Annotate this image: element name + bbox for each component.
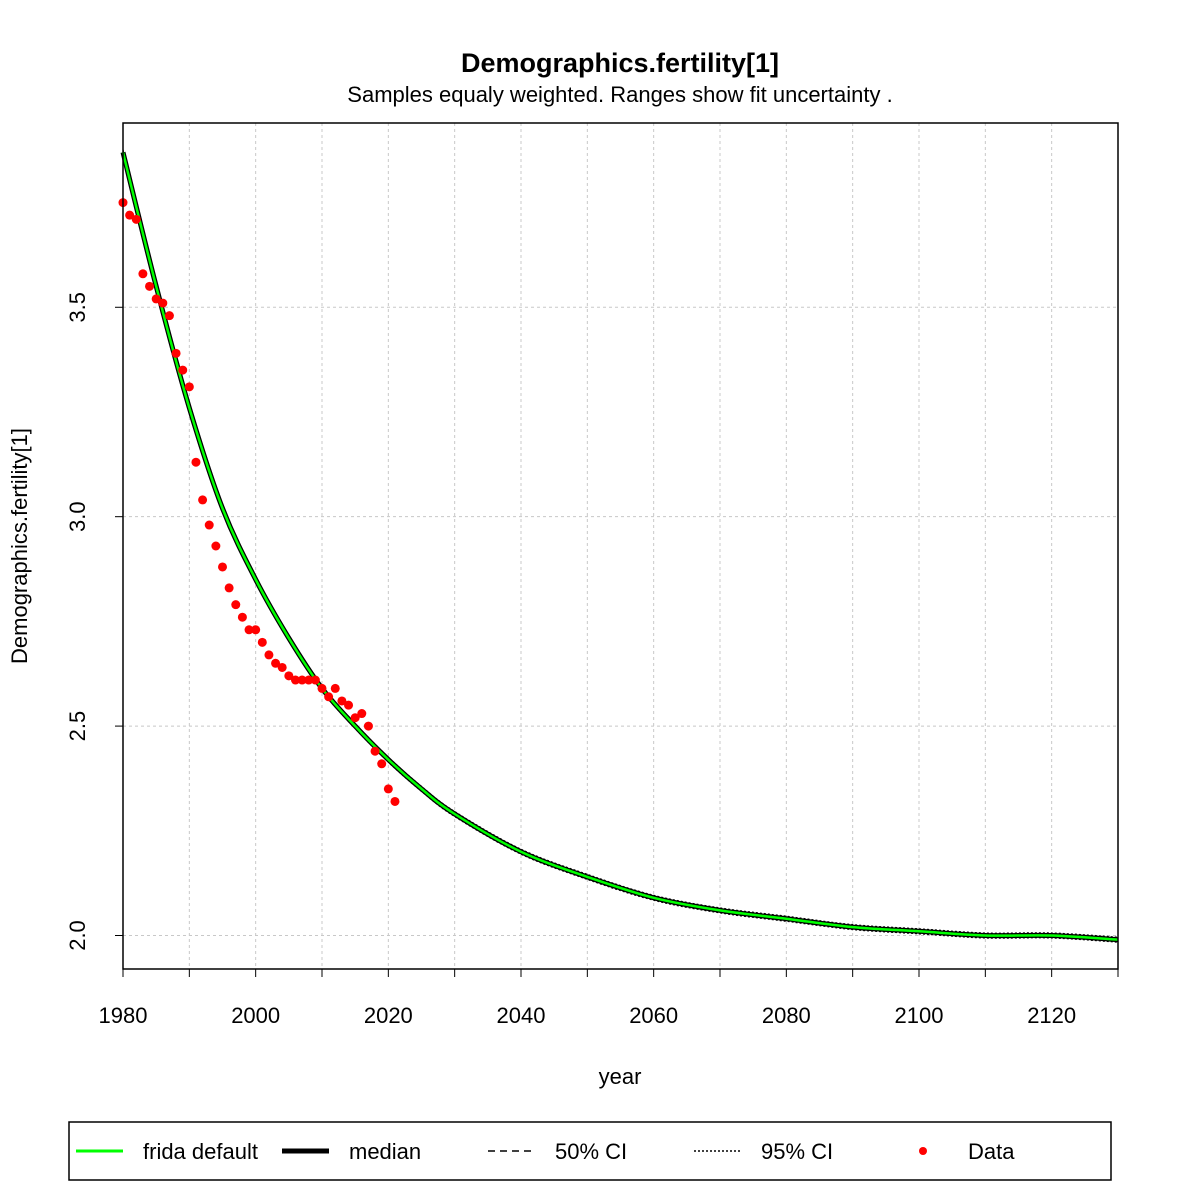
x-tick-label: 1980 xyxy=(99,1003,148,1028)
x-tick-label: 2120 xyxy=(1027,1003,1076,1028)
data-point xyxy=(271,658,281,668)
data-point xyxy=(290,675,300,685)
data-point xyxy=(284,671,294,681)
y-tick-label: 3.0 xyxy=(65,501,90,532)
data-point xyxy=(244,625,254,635)
data-point xyxy=(125,210,135,220)
legend-box xyxy=(68,1121,1112,1181)
y-tick-label: 2.0 xyxy=(65,920,90,951)
data-point xyxy=(151,294,161,304)
chart-subtitle: Samples equaly weighted. Ranges show fit… xyxy=(347,82,892,107)
legend-label-95ci: 95% CI xyxy=(761,1139,833,1164)
y-axis: 2.0 2.5 3.0 3.5 xyxy=(65,292,123,951)
grid xyxy=(123,123,1118,969)
x-axis: 1980 2000 2020 2040 2060 2080 2100 2120 xyxy=(99,969,1119,1028)
data-point xyxy=(324,692,334,702)
legend-swatch-data xyxy=(919,1147,927,1155)
data-point xyxy=(224,583,234,593)
chart-title: Demographics.fertility[1] xyxy=(461,48,779,78)
legend-label-median: median xyxy=(349,1139,421,1164)
data-point xyxy=(251,625,261,635)
series-layer xyxy=(120,149,1119,943)
data-point xyxy=(184,382,194,392)
data-point xyxy=(158,298,168,308)
data-point xyxy=(145,281,155,291)
data-point xyxy=(383,784,393,794)
data-point xyxy=(231,600,241,610)
x-tick-label: 2060 xyxy=(629,1003,678,1028)
legend-label-data: Data xyxy=(968,1139,1015,1164)
data-point xyxy=(337,696,347,706)
x-tick-label: 2020 xyxy=(364,1003,413,1028)
legend: frida default median 50% CI 95% CI Data xyxy=(68,1121,1112,1181)
data-point xyxy=(310,675,320,685)
data-point xyxy=(237,612,247,622)
x-tick-label: 2100 xyxy=(895,1003,944,1028)
data-point xyxy=(204,520,214,530)
plot-frame xyxy=(122,122,1119,970)
data-point xyxy=(317,683,327,693)
legend-label-frida-default: frida default xyxy=(143,1139,258,1164)
y-tick-label: 3.5 xyxy=(65,292,90,323)
data-point xyxy=(198,495,208,505)
data-point xyxy=(330,683,340,693)
data-point xyxy=(164,311,174,321)
data-point xyxy=(264,650,274,660)
data-point xyxy=(370,746,380,756)
data-point xyxy=(390,796,400,806)
data-point xyxy=(178,365,188,375)
data-point xyxy=(138,269,148,279)
data-point xyxy=(277,662,287,672)
x-axis-label: year xyxy=(599,1064,642,1089)
data-point xyxy=(363,721,373,731)
y-tick-label: 2.5 xyxy=(65,711,90,742)
data-point xyxy=(257,637,267,647)
data-point xyxy=(304,675,314,685)
data-point xyxy=(357,709,367,719)
data-point xyxy=(191,457,201,467)
x-tick-label: 2040 xyxy=(497,1003,546,1028)
y-axis-label: Demographics.fertility[1] xyxy=(7,428,32,664)
data-point xyxy=(131,214,141,224)
data-point xyxy=(171,348,181,358)
x-tick-label: 2080 xyxy=(762,1003,811,1028)
data-points xyxy=(118,198,400,806)
legend-label-50ci: 50% CI xyxy=(555,1139,627,1164)
data-point xyxy=(218,562,227,572)
x-tick-label: 2000 xyxy=(231,1003,280,1028)
series-frida-default xyxy=(121,152,1119,941)
data-point xyxy=(297,675,307,685)
data-point xyxy=(211,541,221,551)
data-point xyxy=(350,713,360,723)
data-point xyxy=(344,700,354,710)
data-point xyxy=(377,759,387,769)
